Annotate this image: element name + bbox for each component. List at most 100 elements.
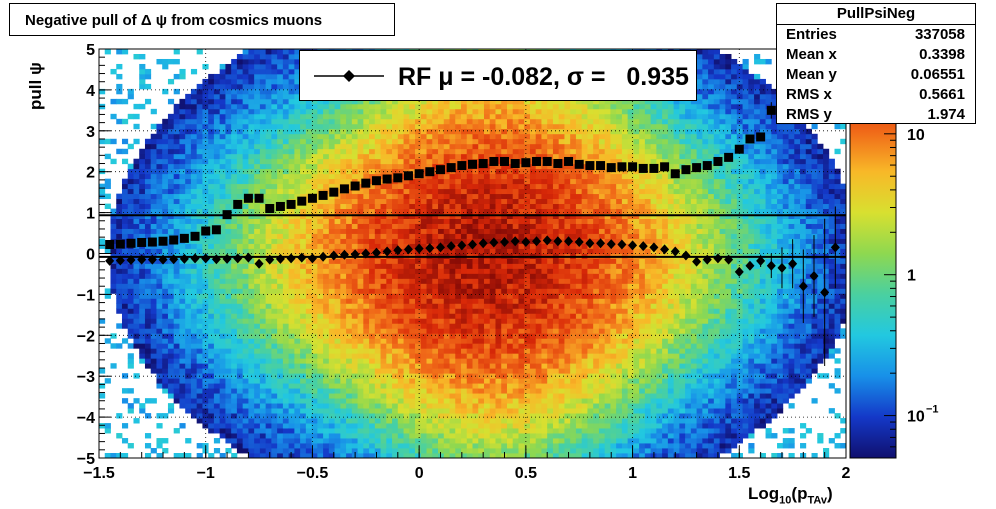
heatmap-cell — [150, 143, 157, 150]
heatmap-cell — [489, 348, 496, 354]
heatmap-cell — [271, 73, 278, 80]
heatmap-cell — [248, 383, 255, 389]
heatmap-cell — [346, 243, 353, 249]
heatmap-cell — [202, 148, 209, 155]
heatmap-cell — [271, 113, 278, 120]
heatmap-cell — [236, 428, 244, 434]
heatmap-cell — [374, 143, 381, 150]
heatmap-cell — [139, 333, 146, 339]
heatmap-cell — [288, 88, 295, 95]
heatmap-cell — [455, 198, 462, 205]
heatmap-cell — [438, 298, 445, 304]
heatmap-cell — [219, 343, 226, 349]
heatmap-cell — [369, 448, 376, 454]
heatmap-cell — [294, 118, 301, 125]
heatmap-cell — [185, 278, 192, 284]
heatmap-cell — [334, 283, 341, 289]
heatmap-cell — [449, 213, 456, 219]
heatmap-cell — [133, 318, 140, 324]
heatmap-cell — [340, 453, 347, 458]
heatmap-cell — [265, 68, 272, 75]
heatmap-cell — [472, 273, 479, 279]
heatmap-cell — [185, 133, 192, 140]
heatmap-cell — [397, 168, 404, 175]
heatmap-cell — [449, 123, 456, 130]
heatmap-cell — [150, 278, 157, 284]
heatmap-cell — [225, 343, 232, 349]
heatmap-cell — [248, 208, 255, 214]
heatmap-cell — [311, 388, 318, 394]
heatmap-cell — [461, 203, 468, 210]
heatmap-cell — [254, 138, 261, 145]
heatmap-cell — [311, 278, 318, 284]
heatmap-cell — [242, 203, 249, 210]
heatmap-cell — [357, 153, 364, 160]
heatmap-cell — [196, 363, 203, 369]
heatmap-cell — [259, 163, 267, 170]
heatmap-cell — [351, 268, 358, 274]
heatmap-cell — [334, 333, 341, 339]
heatmap-cell — [432, 278, 439, 284]
heatmap-cell — [213, 338, 221, 344]
heatmap-cell — [277, 398, 284, 404]
heatmap-cell — [420, 193, 427, 200]
heatmap-cell — [374, 128, 381, 135]
heatmap-cell — [288, 98, 295, 105]
heatmap-cell — [208, 188, 215, 195]
heatmap-cell — [133, 203, 140, 210]
heatmap-cell — [271, 348, 278, 354]
heatmap-cell — [374, 263, 381, 269]
heatmap-cell — [340, 233, 347, 239]
heatmap-cell — [363, 308, 370, 314]
heatmap-cell — [461, 448, 468, 454]
heatmap-cell — [305, 308, 313, 314]
heatmap-cell — [144, 183, 152, 190]
heatmap-cell — [156, 138, 163, 145]
heatmap-cell — [334, 348, 341, 354]
heatmap-cell — [104, 203, 111, 210]
heatmap-cell — [139, 353, 146, 359]
heatmap-cell — [443, 363, 450, 369]
heatmap-cell — [374, 168, 381, 175]
heatmap-cell — [116, 208, 123, 214]
heatmap-cell — [162, 243, 169, 249]
heatmap-cell — [397, 313, 404, 319]
heatmap-cell — [213, 268, 221, 274]
heatmap-cell — [426, 233, 433, 239]
heatmap-cell — [248, 158, 255, 165]
heatmap-cell — [277, 403, 284, 409]
heatmap-cell — [420, 108, 427, 115]
heatmap-cell — [351, 123, 358, 130]
heatmap-cell — [432, 433, 439, 439]
heatmap-cell — [438, 408, 445, 414]
heatmap-cell — [305, 403, 313, 409]
heatmap-cell — [248, 438, 255, 444]
heatmap-cell — [196, 93, 203, 100]
heatmap-cell — [116, 268, 123, 274]
heatmap-cell — [472, 418, 479, 424]
heatmap-cell — [242, 343, 249, 349]
heatmap-cell — [461, 358, 468, 364]
heatmap-cell — [466, 448, 473, 454]
heatmap-cell — [386, 433, 393, 439]
heatmap-cell — [317, 368, 324, 374]
heatmap-cell — [213, 133, 221, 140]
heatmap-cell — [208, 98, 215, 105]
heatmap-cell — [167, 293, 175, 299]
heatmap-cell — [219, 398, 226, 404]
heatmap-cell — [259, 393, 267, 399]
heatmap-cell — [438, 193, 445, 200]
heatmap-cell — [415, 373, 422, 379]
heatmap-cell — [489, 333, 496, 339]
heatmap-cell — [305, 413, 313, 419]
heatmap-cell — [466, 233, 473, 239]
heatmap-cell — [466, 188, 473, 195]
heatmap-cell — [225, 193, 232, 200]
heatmap-cell — [271, 448, 278, 454]
heatmap-cell — [231, 163, 238, 170]
heatmap-cell — [156, 248, 163, 254]
heatmap-cell — [265, 278, 272, 284]
heatmap-cell — [133, 298, 140, 304]
heatmap-cell — [351, 338, 358, 344]
heatmap-cell — [415, 378, 422, 384]
